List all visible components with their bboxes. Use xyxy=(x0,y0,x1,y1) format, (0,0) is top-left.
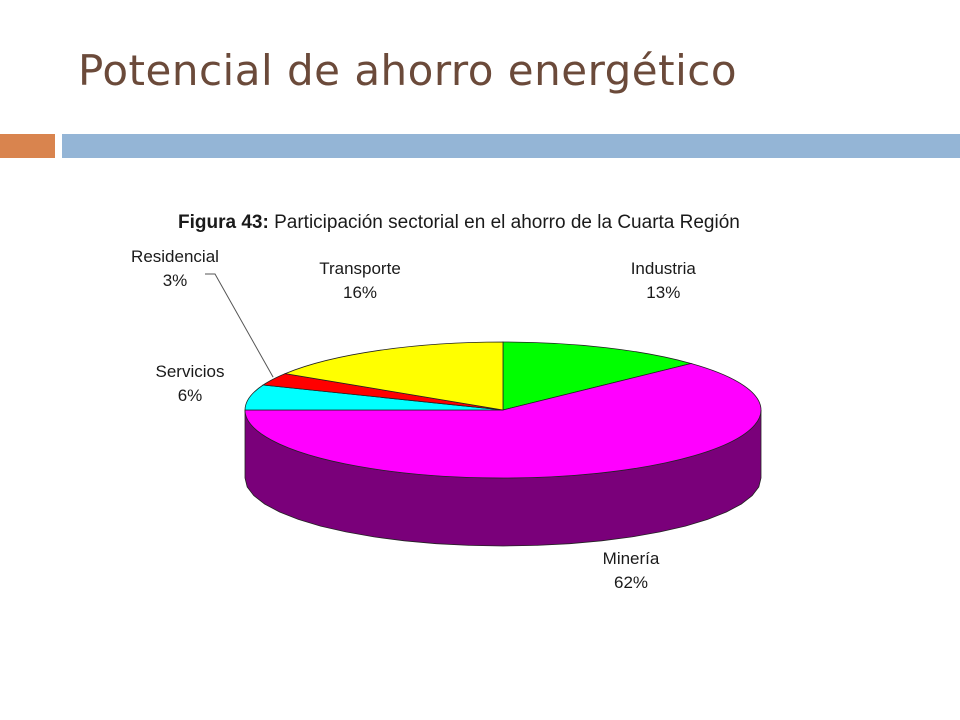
chart-caption: Figura 43: Participación sectorial en el… xyxy=(178,212,878,234)
slice-value-transporte: 16% xyxy=(343,283,377,302)
slice-label-industria: Industria xyxy=(631,259,697,278)
slice-mineria xyxy=(244,363,762,479)
pie-labels: Industria 13% Minería 62% Servicios 6% Residen… xyxy=(131,247,696,592)
slide-title: Potencial de ahorro energético xyxy=(78,46,738,95)
slice-label-residencial: Residencial xyxy=(131,247,219,266)
pie-top xyxy=(244,341,762,479)
title-divider-bar xyxy=(62,134,960,158)
slice-value-mineria: 62% xyxy=(614,573,648,592)
chart-caption-prefix: Figura 43: xyxy=(178,212,269,233)
slice-industria xyxy=(502,341,693,411)
slice-value-servicios: 6% xyxy=(178,386,203,405)
slice-label-mineria: Minería xyxy=(603,549,660,568)
title-accent-bar xyxy=(0,134,55,158)
slice-label-servicios: Servicios xyxy=(156,362,225,381)
chart-caption-text: Participación sectorial en el ahorro de … xyxy=(274,212,740,233)
slice-value-industria: 13% xyxy=(646,283,680,302)
slice-label-transporte: Transporte xyxy=(319,259,401,278)
slice-value-residencial: 3% xyxy=(163,271,188,290)
leader-line-residencial xyxy=(205,273,274,378)
slice-transporte xyxy=(283,341,504,411)
